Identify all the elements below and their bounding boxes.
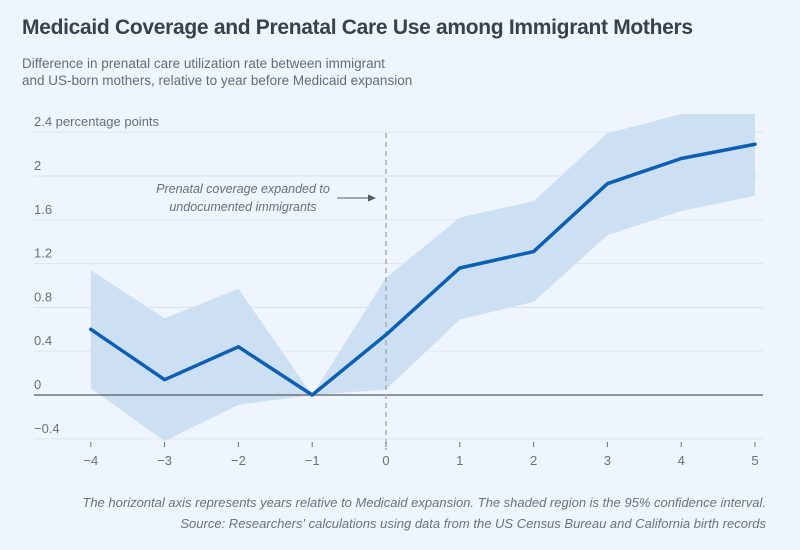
footnote-axis-note: The horizontal axis represents years rel… [82,495,766,510]
x-tick-label: −2 [231,453,246,468]
x-tick-label: 0 [382,453,389,468]
annotation: Prenatal coverage expanded to undocument… [156,182,376,214]
annotation-text-line-2: undocumented immigrants [169,200,316,214]
annotation-arrow-icon [368,194,376,202]
y-axis-labels: −0.4 0 0.4 0.8 1.2 1.6 2 2.4 percentage points [34,114,160,436]
confidence-band [90,114,756,441]
y-tick-label: 2.4 percentage points [34,114,160,129]
y-tick-label: 1.2 [34,246,52,261]
chart-subtitle: Difference in prenatal care utilization … [22,55,422,89]
y-tick-label: 0 [34,377,41,392]
subtitle-line: Difference in prenatal care utilization … [22,56,385,71]
y-tick-label: 1.6 [34,202,52,217]
y-tick-label: −0.4 [34,421,60,436]
x-tick-label: 1 [456,453,463,468]
series-line [89,142,757,397]
y-tick-label: 0.4 [34,333,52,348]
x-axis-ticks: −4 −3 −2 −1 0 1 2 3 4 5 [83,442,759,468]
x-tick-label: 5 [751,453,758,468]
annotation-text-line-1: Prenatal coverage expanded to [156,182,330,196]
x-tick-label: −1 [305,453,320,468]
y-tick-label: 2 [34,158,41,173]
x-tick-label: −4 [83,453,98,468]
x-tick-label: 2 [530,453,537,468]
footnote-source: Source: Researchers' calculations using … [180,516,766,531]
chart-footnote: The horizontal axis represents years rel… [82,492,766,534]
x-tick-label: 3 [604,453,611,468]
y-tick-label: 0.8 [34,289,52,304]
subtitle-line: and US-born mothers, relative to year be… [22,73,413,88]
chart-title: Medicaid Coverage and Prenatal Care Use … [22,16,693,39]
x-tick-label: 4 [678,453,685,468]
x-tick-label: −3 [157,453,172,468]
